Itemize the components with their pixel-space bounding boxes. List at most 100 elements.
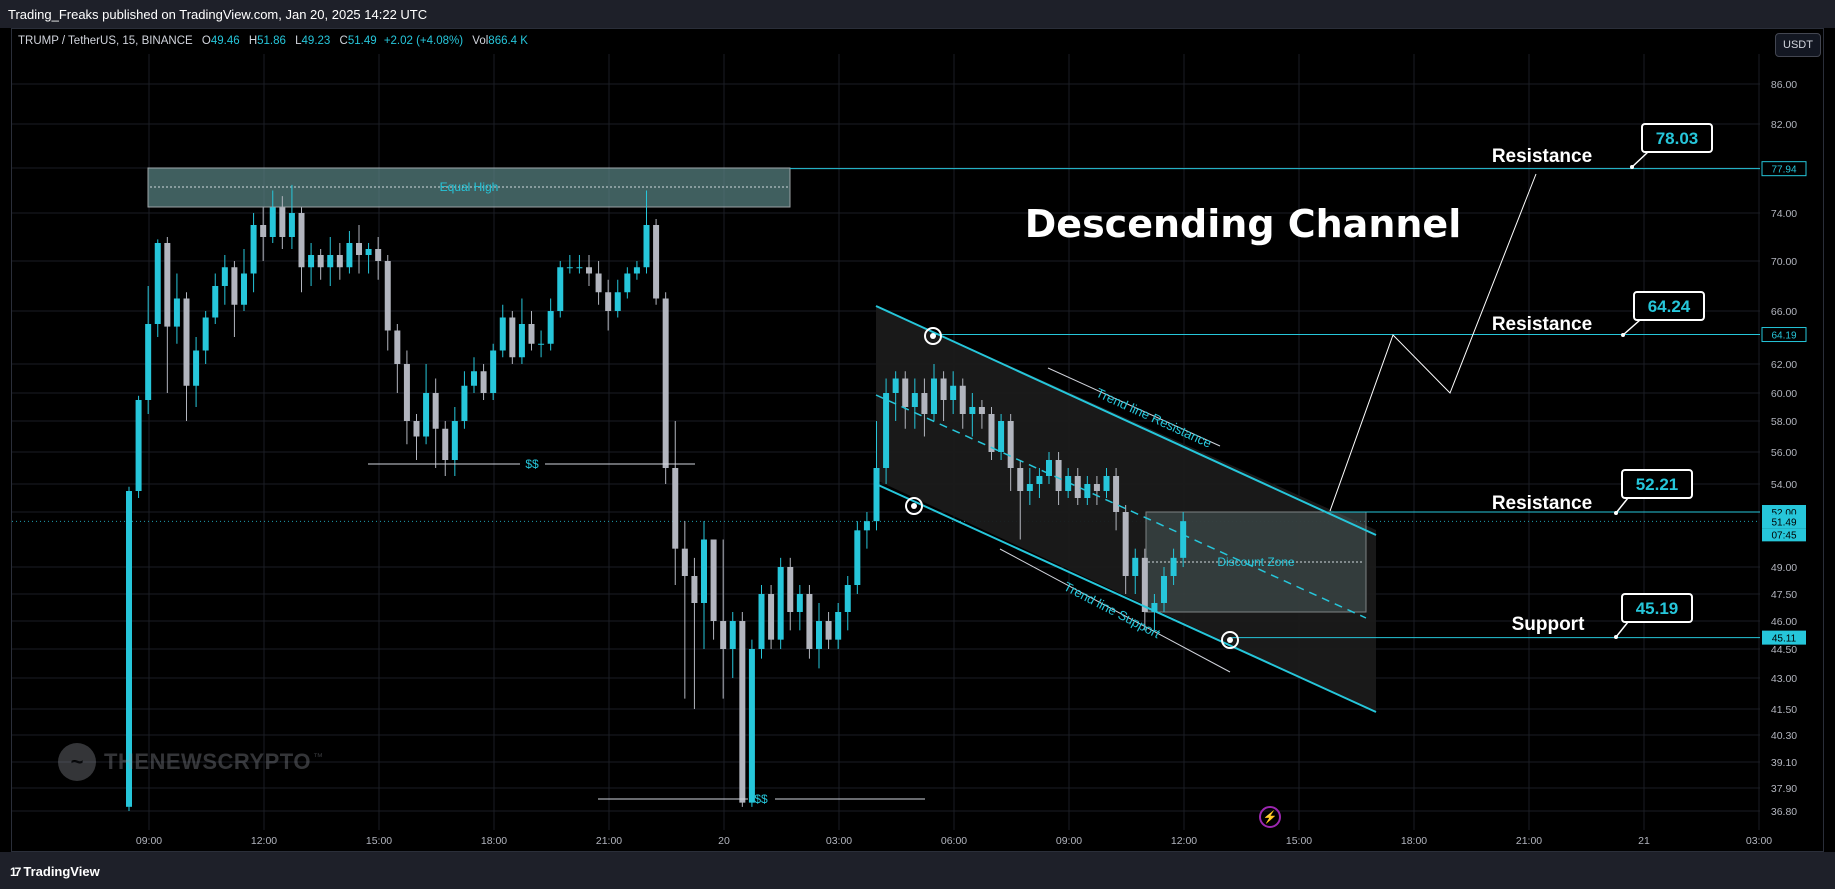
pivot-marker-dot [930, 333, 936, 339]
candle-body [250, 225, 257, 274]
symbol-legend[interactable]: TRUMP / TetherUS, 15, BINANCE O49.46 H51… [18, 35, 528, 47]
y-tick-label: 49.00 [1771, 562, 1797, 574]
tradingview-glyph-icon: 17 [10, 865, 21, 879]
watermark-logo-icon: ~ [58, 743, 96, 781]
candle-body [288, 213, 295, 237]
candle-body [1007, 421, 1014, 468]
candle-body [471, 371, 477, 386]
candle-body [423, 393, 430, 437]
candle-body [892, 378, 899, 393]
callout-box [1621, 469, 1693, 499]
candle-body [461, 385, 468, 421]
candle-body [1026, 484, 1033, 491]
countdown-text: 07:45 [1771, 530, 1796, 541]
y-tick-label: 43.00 [1771, 673, 1797, 685]
currency-button[interactable]: USDT [1775, 33, 1821, 57]
x-tick-label: 20 [718, 835, 730, 847]
candle-body [173, 298, 180, 327]
candle-body [1055, 460, 1062, 491]
liquidity-label-1: $$ [525, 457, 539, 471]
candle-body [748, 649, 755, 803]
candle-body [643, 225, 650, 268]
candle-body [432, 393, 439, 429]
candle-body [528, 324, 535, 344]
tradingview-logo[interactable]: 17 TradingView [10, 864, 100, 879]
projection-path [1329, 173, 1537, 512]
y-tick-label: 41.50 [1771, 704, 1797, 716]
x-tick-label: 21 [1638, 835, 1650, 847]
y-tick-label: 66.00 [1771, 306, 1797, 318]
y-tick-label: 47.50 [1771, 589, 1797, 601]
candle-body [269, 207, 276, 237]
candle-body [758, 594, 765, 649]
candle-body [1065, 476, 1072, 491]
y-tick-label: 46.00 [1771, 616, 1797, 628]
footer-bar [0, 852, 1835, 889]
candle-body [241, 273, 247, 305]
candle-body [1093, 484, 1100, 491]
candle-body [931, 378, 937, 414]
open-value: 49.46 [210, 35, 240, 47]
x-tick-label: 21:00 [1516, 835, 1542, 847]
equal-high-label: Equal High [440, 180, 499, 194]
candle-body [739, 621, 746, 803]
volume-value: 866.4 K [488, 35, 528, 47]
candle-body [1017, 468, 1024, 491]
candle-body [988, 414, 995, 452]
price-tag-text: 64.19 [1771, 331, 1796, 342]
x-tick-label: 18:00 [1401, 835, 1427, 847]
candle-body [777, 567, 784, 640]
candle-body [1113, 476, 1120, 512]
price-tag [1761, 161, 1807, 177]
candle-body [921, 393, 928, 414]
candle-body [509, 317, 516, 358]
candle-body [940, 378, 947, 400]
pivot-marker-dot [911, 503, 917, 509]
candle-body [365, 249, 372, 255]
candle-body [298, 213, 305, 268]
y-tick-label: 44.50 [1771, 644, 1797, 656]
candle-body [403, 364, 410, 421]
x-tick-label: 03:00 [826, 835, 852, 847]
change-value: +2.02 (+4.08%) [383, 35, 464, 47]
candle-body [701, 539, 707, 603]
trend-line-support [875, 483, 1377, 713]
candle-body [959, 385, 966, 414]
x-tick-label: 09:00 [136, 835, 162, 847]
callout-pointer [1615, 621, 1629, 638]
candle-body [135, 400, 142, 491]
candle-body [394, 330, 401, 364]
x-tick-label: 15:00 [1286, 835, 1312, 847]
y-tick-label: 62.00 [1771, 359, 1797, 371]
candle-body [681, 548, 688, 576]
pivot-marker-dot [1227, 637, 1233, 643]
callout-anchor [1630, 165, 1634, 169]
lightning-icon[interactable]: ⚡ [1259, 806, 1281, 828]
candle-body [308, 255, 315, 268]
x-tick-label: 09:00 [1056, 835, 1082, 847]
callout-anchor [1614, 635, 1618, 639]
y-tick-label: 58.00 [1771, 416, 1797, 428]
callout-value: 64.24 [1648, 297, 1691, 316]
high-value: 51.86 [257, 35, 286, 47]
candle-body [1046, 460, 1052, 476]
candle-body [538, 343, 545, 345]
candle-body [806, 594, 813, 649]
callout-box [1621, 593, 1693, 623]
x-tick-label: 12:00 [251, 835, 277, 847]
candle-body [212, 286, 219, 318]
candle-body [356, 243, 362, 255]
y-tick-label: 82.00 [1771, 119, 1797, 131]
callout-box [1641, 123, 1713, 153]
y-tick-label: 60.00 [1771, 388, 1797, 400]
x-tick-label: 15:00 [366, 835, 392, 847]
candle-body [787, 567, 794, 612]
candle-body [911, 393, 918, 407]
candle-body [902, 378, 909, 407]
candle-body [1122, 512, 1129, 576]
candle-body [384, 261, 391, 331]
x-tick-label: 18:00 [481, 835, 507, 847]
candle-body [1141, 557, 1148, 612]
candle-body [835, 612, 842, 640]
